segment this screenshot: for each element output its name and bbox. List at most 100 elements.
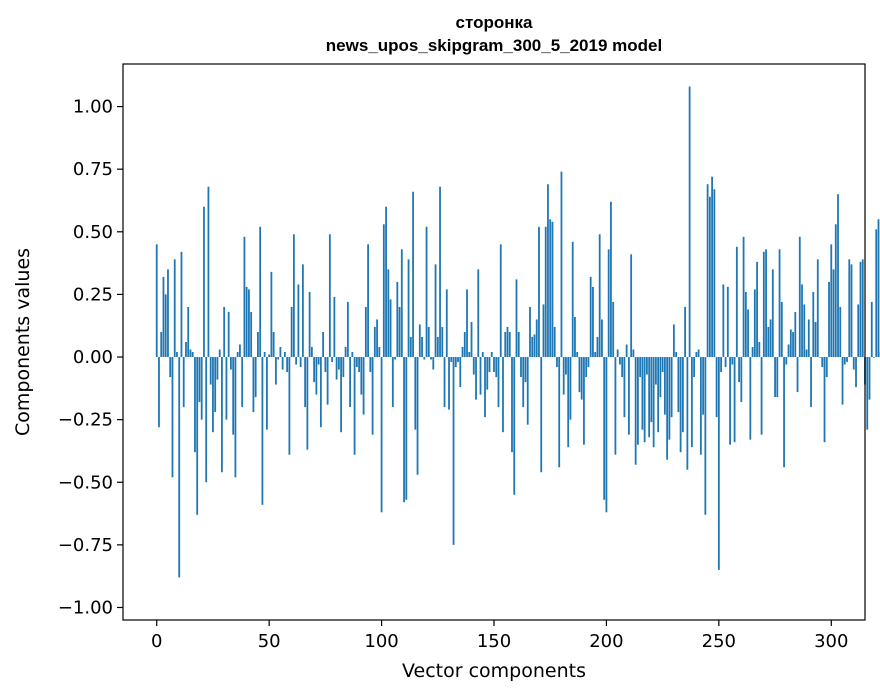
bars-group	[155, 86, 880, 578]
bar	[486, 357, 489, 390]
bar	[571, 241, 574, 358]
bar	[747, 309, 749, 358]
bar	[272, 331, 275, 358]
bar	[632, 349, 635, 358]
bar	[297, 284, 300, 358]
bar	[394, 357, 396, 360]
bar	[248, 289, 250, 358]
bar	[702, 357, 705, 415]
bar	[423, 357, 426, 360]
bar	[861, 259, 864, 358]
bar	[432, 357, 435, 370]
bar	[724, 357, 727, 368]
bar	[349, 357, 351, 408]
bar	[751, 347, 754, 358]
bar	[720, 357, 722, 373]
bar	[810, 357, 812, 408]
bar	[162, 276, 165, 358]
bar	[517, 331, 520, 358]
bar	[607, 249, 610, 358]
bar	[848, 259, 851, 358]
bar	[601, 319, 603, 358]
bar	[646, 357, 648, 375]
bar	[524, 357, 527, 383]
bar	[605, 357, 608, 513]
bar	[526, 357, 529, 425]
bar	[654, 357, 657, 385]
bar	[663, 357, 666, 415]
bar	[819, 357, 821, 358]
bar	[373, 326, 376, 358]
y-axis: 1.00 0.75 0.50 0.25 0.00 −0.25 −0.50 −0.75 −1.00	[58, 97, 123, 618]
bar	[650, 357, 653, 423]
bar	[299, 357, 302, 368]
chart-title-line-1: сторонка	[456, 13, 533, 32]
bar	[331, 357, 334, 363]
bar	[182, 357, 185, 408]
bar	[475, 357, 477, 400]
bar	[679, 357, 682, 453]
bar	[243, 236, 246, 358]
bar	[450, 357, 453, 363]
x-tick-label: 250	[702, 631, 736, 652]
bar	[454, 357, 457, 368]
bar	[630, 254, 633, 358]
bar	[722, 284, 725, 358]
bar	[852, 357, 855, 370]
bar	[499, 244, 502, 358]
bar	[270, 271, 273, 358]
bar	[756, 261, 758, 358]
bar	[279, 347, 282, 358]
bar	[771, 269, 774, 358]
bar	[603, 357, 606, 500]
bar	[463, 331, 466, 358]
bar	[729, 357, 731, 445]
bar	[380, 357, 383, 513]
bar	[839, 306, 842, 358]
bar	[565, 357, 567, 375]
bar	[695, 352, 698, 358]
bar	[576, 352, 579, 358]
bar	[155, 244, 158, 358]
bar	[661, 357, 664, 373]
bar	[688, 86, 691, 358]
bar	[362, 357, 365, 415]
bar	[223, 306, 226, 358]
bar	[218, 349, 221, 358]
bar	[686, 357, 689, 470]
bar	[801, 284, 803, 358]
bar	[814, 321, 817, 358]
bar	[490, 352, 493, 358]
bar	[263, 352, 266, 358]
bar	[239, 344, 241, 358]
bar	[277, 357, 280, 360]
bar	[292, 234, 295, 358]
bar	[547, 184, 549, 358]
bar	[322, 331, 325, 358]
y-tick-label: 0.25	[73, 284, 113, 305]
bar	[481, 352, 484, 358]
bar	[767, 326, 770, 358]
bar	[648, 357, 651, 438]
bar	[178, 357, 181, 578]
bar	[308, 291, 311, 358]
bar	[877, 219, 880, 358]
bar	[310, 347, 313, 358]
bar	[540, 357, 543, 473]
bar	[466, 289, 468, 358]
bar	[551, 221, 554, 358]
bar	[733, 357, 736, 443]
bar	[672, 324, 675, 358]
bar	[351, 352, 354, 358]
bar	[194, 357, 196, 453]
bar	[670, 357, 673, 418]
bar	[684, 306, 687, 358]
y-axis-label: Components values	[12, 248, 34, 436]
bar	[281, 357, 284, 370]
bar	[508, 331, 511, 358]
bar	[259, 226, 262, 358]
bar	[245, 286, 248, 358]
bar	[760, 357, 763, 435]
bar	[834, 224, 837, 358]
